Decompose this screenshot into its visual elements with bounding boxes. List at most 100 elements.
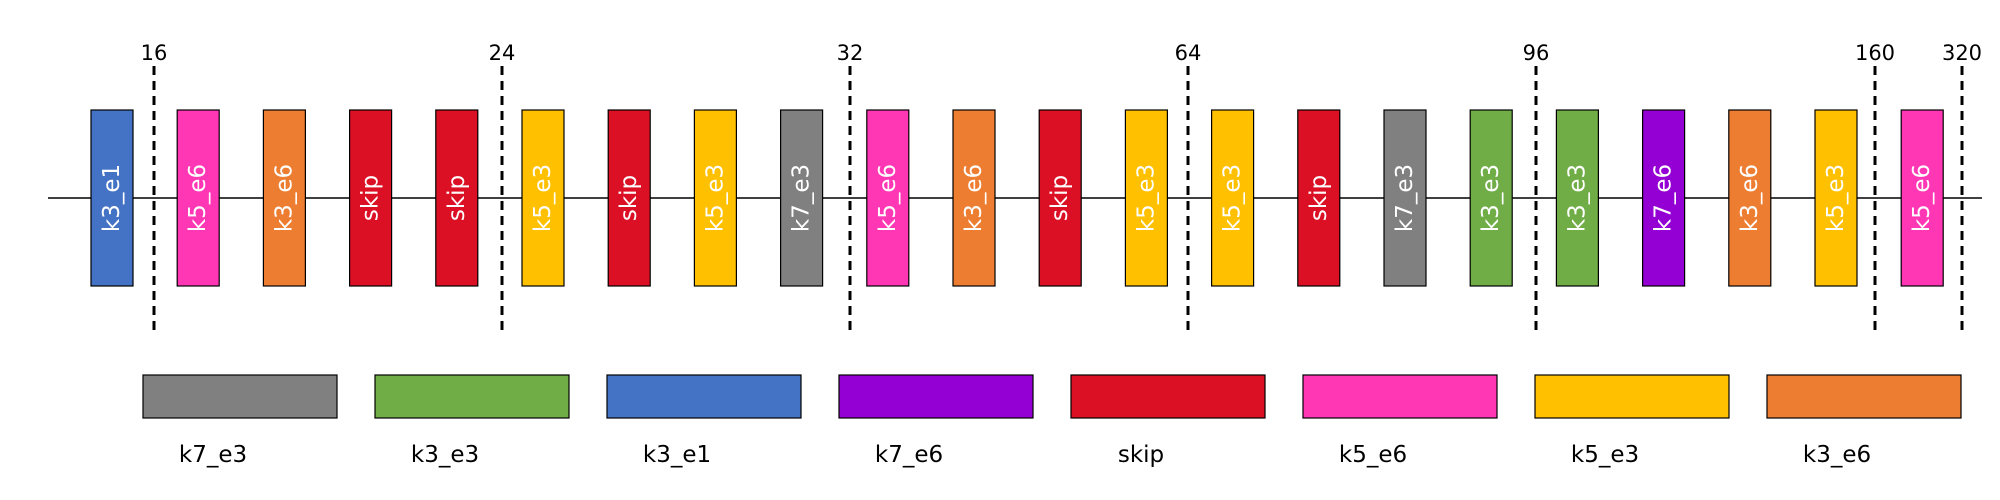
block-label: skip bbox=[444, 175, 470, 221]
block: k7_e3 bbox=[1383, 109, 1427, 287]
block: skip bbox=[607, 109, 651, 287]
stage-marker: 24 bbox=[489, 41, 516, 330]
stage-marker-label: 64 bbox=[1175, 41, 1202, 65]
legend-label: k7_e3 bbox=[179, 442, 247, 468]
block-rect bbox=[1555, 109, 1600, 287]
block-rect bbox=[1814, 109, 1858, 287]
block-rect bbox=[521, 109, 565, 287]
legend-item: k5_e6 bbox=[1302, 374, 1498, 468]
block-label: k5_e6 bbox=[1909, 164, 1935, 232]
block-label: k7_e3 bbox=[789, 164, 815, 232]
block-label: k5_e3 bbox=[1220, 164, 1246, 232]
legend-item: k3_e3 bbox=[374, 374, 570, 468]
block-rect bbox=[1124, 109, 1169, 287]
block-label: k5_e3 bbox=[1133, 164, 1159, 232]
block: k5_e3 bbox=[1210, 109, 1255, 287]
block-rect bbox=[262, 109, 306, 287]
block: skip bbox=[1038, 109, 1082, 287]
block-rect bbox=[1038, 109, 1082, 287]
stage-markers: 16 24 32 64 96 160 320 bbox=[141, 41, 1982, 330]
legend-label: skip bbox=[1118, 442, 1164, 468]
legend: k7_e3 k3_e3 k3_e1 k7_e6 skip k5_e6 k5_e3 k3_e6 bbox=[142, 374, 1962, 468]
block-rect bbox=[1728, 109, 1772, 287]
block: k5_e3 bbox=[1814, 109, 1858, 287]
legend-swatch bbox=[838, 374, 1034, 419]
stage-marker: 64 bbox=[1175, 41, 1202, 330]
block-label: k5_e6 bbox=[185, 164, 211, 232]
legend-item: k3_e6 bbox=[1766, 374, 1962, 468]
block-label: k7_e3 bbox=[1392, 164, 1418, 232]
block: skip bbox=[1297, 109, 1341, 287]
block-rect bbox=[1383, 109, 1427, 287]
stage-marker-label: 320 bbox=[1942, 41, 1982, 65]
block: k3_e3 bbox=[1469, 109, 1513, 287]
block-label: k3_e3 bbox=[1564, 164, 1590, 232]
legend-swatch bbox=[1302, 374, 1498, 419]
block: k3_e6 bbox=[952, 109, 996, 287]
block-label: skip bbox=[358, 175, 384, 221]
block-rect bbox=[90, 109, 134, 287]
block: k3_e6 bbox=[262, 109, 306, 287]
block-rect bbox=[866, 109, 910, 287]
legend-swatch bbox=[1534, 374, 1730, 419]
stage-marker: 160 bbox=[1855, 41, 1895, 330]
block: k3_e6 bbox=[1728, 109, 1772, 287]
stage-marker: 320 bbox=[1942, 41, 1982, 330]
legend-item: k5_e3 bbox=[1534, 374, 1730, 468]
block-rect bbox=[1469, 109, 1513, 287]
block-label: k5_e6 bbox=[875, 164, 901, 232]
block: k5_e6 bbox=[866, 109, 910, 287]
block-rect bbox=[435, 109, 479, 287]
legend-item: k3_e1 bbox=[606, 374, 802, 468]
legend-label: k5_e3 bbox=[1571, 442, 1639, 468]
stage-marker-label: 16 bbox=[141, 41, 168, 65]
stage-marker: 16 bbox=[141, 41, 168, 330]
block-label: k3_e6 bbox=[1737, 164, 1763, 232]
block-rect bbox=[1297, 109, 1341, 287]
block: k5_e3 bbox=[1124, 109, 1169, 287]
stage-marker: 96 bbox=[1523, 41, 1550, 330]
stage-marker-label: 160 bbox=[1855, 41, 1895, 65]
block-label: k5_e3 bbox=[530, 164, 556, 232]
block-label: skip bbox=[1306, 175, 1332, 221]
block: k5_e6 bbox=[1900, 109, 1944, 287]
block-sequence: k3_e1 k5_e6 k3_e6 skip skip k5_e3 skip k5_e3 k7_… bbox=[90, 109, 1944, 287]
stage-marker-label: 24 bbox=[489, 41, 516, 65]
block-rect bbox=[349, 109, 393, 287]
block-label: skip bbox=[616, 175, 642, 221]
legend-label: k3_e6 bbox=[1803, 442, 1871, 468]
block-label: k3_e6 bbox=[271, 164, 297, 232]
legend-swatch bbox=[142, 374, 338, 419]
block-label: k7_e6 bbox=[1651, 164, 1677, 232]
block: k5_e3 bbox=[693, 109, 738, 287]
block-rect bbox=[693, 109, 738, 287]
block-rect bbox=[176, 109, 220, 287]
legend-swatch bbox=[1070, 374, 1266, 419]
legend-swatch bbox=[374, 374, 570, 419]
block-rect bbox=[607, 109, 651, 287]
legend-swatch bbox=[606, 374, 802, 419]
block-label: k5_e3 bbox=[1823, 164, 1849, 232]
legend-label: k3_e3 bbox=[411, 442, 479, 468]
block: k5_e6 bbox=[176, 109, 220, 287]
legend-label: k5_e6 bbox=[1339, 442, 1407, 468]
stage-marker-label: 96 bbox=[1523, 41, 1550, 65]
legend-label: k3_e1 bbox=[643, 442, 711, 468]
stage-marker: 32 bbox=[837, 41, 863, 330]
block-label: k5_e3 bbox=[702, 164, 728, 232]
legend-item: skip bbox=[1070, 374, 1266, 468]
block-rect bbox=[1210, 109, 1255, 287]
block-rect bbox=[779, 109, 824, 287]
block: skip bbox=[435, 109, 479, 287]
legend-item: k7_e6 bbox=[838, 374, 1034, 468]
block-rect bbox=[1900, 109, 1944, 287]
block: skip bbox=[349, 109, 393, 287]
block: k5_e3 bbox=[521, 109, 565, 287]
block: k7_e6 bbox=[1641, 109, 1686, 287]
block-rect bbox=[1641, 109, 1686, 287]
legend-label: k7_e6 bbox=[875, 442, 943, 468]
block: k3_e1 bbox=[90, 109, 134, 287]
legend-swatch bbox=[1766, 374, 1962, 419]
block-label: k3_e6 bbox=[961, 164, 987, 232]
